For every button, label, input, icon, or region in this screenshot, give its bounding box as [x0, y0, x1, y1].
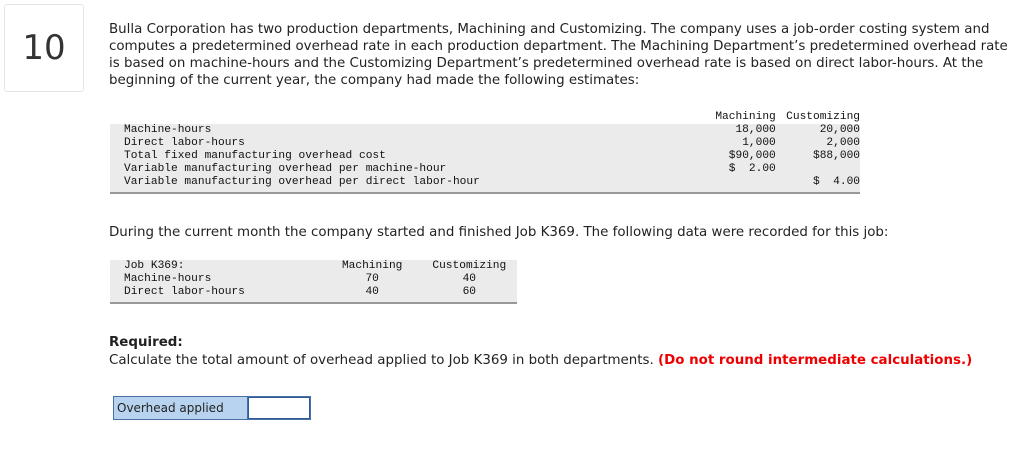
data-row: Direct labor-hours 40 60: [110, 286, 517, 304]
data-row: Total fixed manufacturing overhead cost $…: [110, 150, 860, 163]
row-label: Variable manufacturing overhead per dire…: [110, 176, 698, 194]
job-table: Job K369: Machining Customizing Machine-hou…: [110, 260, 517, 304]
cell: 1,000: [697, 137, 776, 150]
answer-label: Overhead applied: [114, 397, 248, 419]
column-header: Machining: [715, 111, 776, 123]
data-row: Machine-hours 70 40: [110, 273, 517, 286]
cell: 40: [322, 286, 422, 304]
required-note: (Do not round intermediate calculations.…: [658, 353, 973, 368]
cell: 70: [322, 273, 422, 286]
estimates-table: Machining Customizing Machine-hours 18,000 2…: [110, 111, 860, 194]
row-label: Direct labor-hours: [110, 286, 323, 304]
data-row: Variable manufacturing overhead per dire…: [110, 176, 860, 194]
cell: $88,000: [775, 150, 860, 163]
cell: 20,000: [775, 124, 860, 137]
row-label: Total fixed manufacturing overhead cost: [110, 150, 698, 163]
column-header: Machining: [322, 260, 422, 273]
question-number: 10: [4, 4, 84, 92]
required-line: Calculate the total amount of overhead a…: [109, 352, 972, 369]
column-header: Customizing: [421, 260, 517, 273]
header-cell: Job K369:: [110, 260, 323, 273]
intro-text: Bulla Corporation has two production dep…: [109, 22, 1008, 88]
answer-row: Overhead applied: [113, 396, 311, 420]
cell: $ 2.00: [697, 163, 776, 176]
cell: 2,000: [775, 137, 860, 150]
row-label: Variable manufacturing overhead per mach…: [110, 163, 698, 176]
header-cell: [110, 111, 698, 124]
row-label: Machine-hours: [110, 124, 698, 137]
cell: 60: [421, 286, 517, 304]
data-row: Variable manufacturing overhead per mach…: [110, 163, 860, 176]
cell: [775, 163, 860, 176]
cell: $ 4.00: [775, 176, 860, 194]
row-label: Direct labor-hours: [110, 137, 698, 150]
answer-input[interactable]: [248, 397, 310, 419]
data-row: Machine-hours 18,000 20,000: [110, 124, 860, 137]
cell: [697, 176, 776, 194]
job-text: During the current month the company sta…: [109, 225, 889, 240]
row-label: Machine-hours: [110, 273, 323, 286]
required-heading: Required:: [109, 335, 183, 350]
cell: $90,000: [697, 150, 776, 163]
cell: 40: [421, 273, 517, 286]
header-row: Machining Customizing: [110, 111, 860, 124]
header-row: Job K369: Machining Customizing: [110, 260, 517, 273]
column-header: Customizing: [786, 111, 860, 123]
cell: 18,000: [697, 124, 776, 137]
required-text: Calculate the total amount of overhead a…: [109, 353, 654, 368]
data-row: Direct labor-hours 1,000 2,000: [110, 137, 860, 150]
